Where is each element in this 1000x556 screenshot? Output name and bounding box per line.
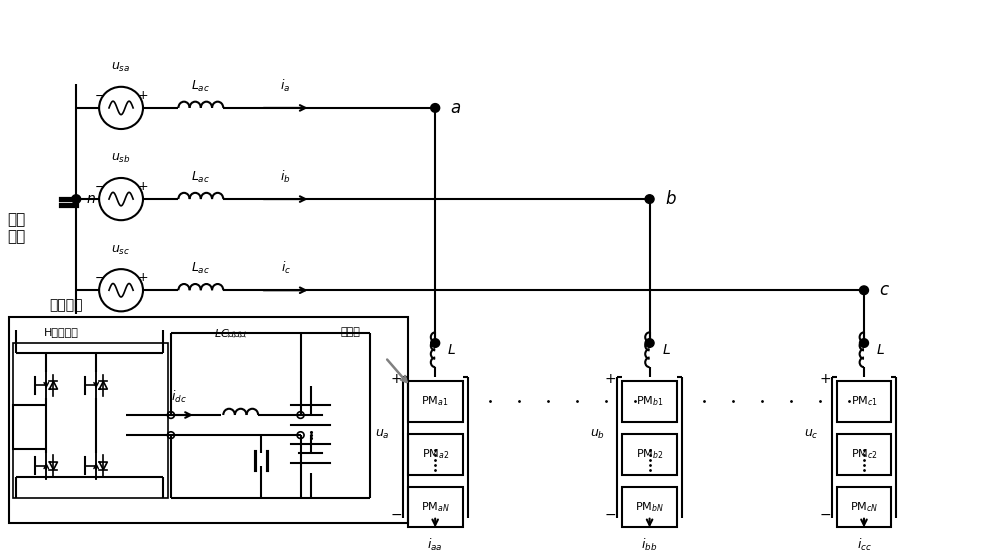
Text: $L$: $L$ bbox=[662, 342, 670, 357]
Text: $u_c$: $u_c$ bbox=[804, 428, 819, 441]
Text: $a$: $a$ bbox=[450, 99, 461, 117]
Bar bbox=[837, 381, 891, 421]
Text: $u_{sb}$: $u_{sb}$ bbox=[111, 152, 131, 166]
Bar bbox=[622, 434, 677, 474]
Text: 交流
电网: 交流 电网 bbox=[7, 212, 25, 244]
Circle shape bbox=[431, 339, 440, 348]
Text: PM$_{c1}$: PM$_{c1}$ bbox=[851, 395, 877, 409]
Bar bbox=[622, 381, 677, 421]
Text: $i_{dc}$: $i_{dc}$ bbox=[171, 389, 187, 405]
Circle shape bbox=[431, 103, 440, 112]
Text: $b$: $b$ bbox=[665, 190, 676, 208]
Text: $-$: $-$ bbox=[819, 507, 831, 521]
Circle shape bbox=[645, 339, 654, 348]
Text: $-$: $-$ bbox=[94, 89, 105, 102]
Text: $i_b$: $i_b$ bbox=[280, 168, 291, 185]
Text: 电池簇: 电池簇 bbox=[340, 327, 360, 337]
Bar bbox=[9, 317, 408, 523]
Text: $+$: $+$ bbox=[137, 89, 149, 102]
Text: PM$_{bN}$: PM$_{bN}$ bbox=[635, 500, 664, 514]
Text: H桥变换器: H桥变换器 bbox=[44, 327, 79, 337]
Text: $+$: $+$ bbox=[819, 373, 831, 386]
Text: $c$: $c$ bbox=[879, 281, 890, 299]
Text: $-$: $-$ bbox=[94, 271, 105, 284]
Text: $n$: $n$ bbox=[86, 192, 96, 206]
Bar bbox=[408, 381, 463, 421]
Text: $u_{sc}$: $u_{sc}$ bbox=[111, 244, 131, 257]
Bar bbox=[408, 434, 463, 474]
Text: $+$: $+$ bbox=[390, 373, 402, 386]
Text: $i_{bb}$: $i_{bb}$ bbox=[641, 537, 658, 553]
Text: $-$: $-$ bbox=[390, 507, 402, 521]
Text: PM$_{a1}$: PM$_{a1}$ bbox=[421, 395, 449, 409]
Text: $+$: $+$ bbox=[137, 271, 149, 284]
Text: $i_a$: $i_a$ bbox=[280, 77, 291, 93]
Text: PM$_{b1}$: PM$_{b1}$ bbox=[636, 395, 663, 409]
Text: $L$: $L$ bbox=[876, 342, 885, 357]
Text: $-$: $-$ bbox=[94, 180, 105, 193]
Text: $L_{ac}$: $L_{ac}$ bbox=[191, 261, 210, 276]
Text: PM$_{c2}$: PM$_{c2}$ bbox=[851, 448, 877, 461]
Text: $i_{cc}$: $i_{cc}$ bbox=[857, 537, 871, 553]
Circle shape bbox=[72, 195, 81, 203]
Circle shape bbox=[859, 339, 868, 348]
Text: PM$_{b2}$: PM$_{b2}$ bbox=[636, 448, 663, 461]
Text: $u_a$: $u_a$ bbox=[375, 428, 390, 441]
Text: PM$_{a2}$: PM$_{a2}$ bbox=[422, 448, 449, 461]
Text: 功率模块: 功率模块 bbox=[49, 299, 83, 312]
Text: PM$_{cN}$: PM$_{cN}$ bbox=[850, 500, 878, 514]
Text: $i_{aa}$: $i_{aa}$ bbox=[427, 537, 443, 553]
Text: $L_{ac}$: $L_{ac}$ bbox=[191, 170, 210, 185]
Text: $u_b$: $u_b$ bbox=[590, 428, 605, 441]
Text: $L$: $L$ bbox=[447, 342, 456, 357]
Bar bbox=[13, 343, 168, 499]
Text: PM$_{aN}$: PM$_{aN}$ bbox=[421, 500, 450, 514]
Text: $+$: $+$ bbox=[137, 180, 149, 193]
Text: $-$: $-$ bbox=[604, 507, 616, 521]
Bar bbox=[408, 487, 463, 527]
Bar bbox=[622, 487, 677, 527]
Text: $u_{sa}$: $u_{sa}$ bbox=[111, 61, 131, 75]
Text: $LC$滤波器: $LC$滤波器 bbox=[214, 327, 247, 339]
Bar bbox=[837, 487, 891, 527]
Text: $L_{ac}$: $L_{ac}$ bbox=[191, 78, 210, 93]
Bar bbox=[837, 434, 891, 474]
Circle shape bbox=[859, 286, 868, 295]
Text: $+$: $+$ bbox=[604, 373, 616, 386]
Circle shape bbox=[645, 195, 654, 203]
Text: $i_c$: $i_c$ bbox=[281, 260, 291, 276]
